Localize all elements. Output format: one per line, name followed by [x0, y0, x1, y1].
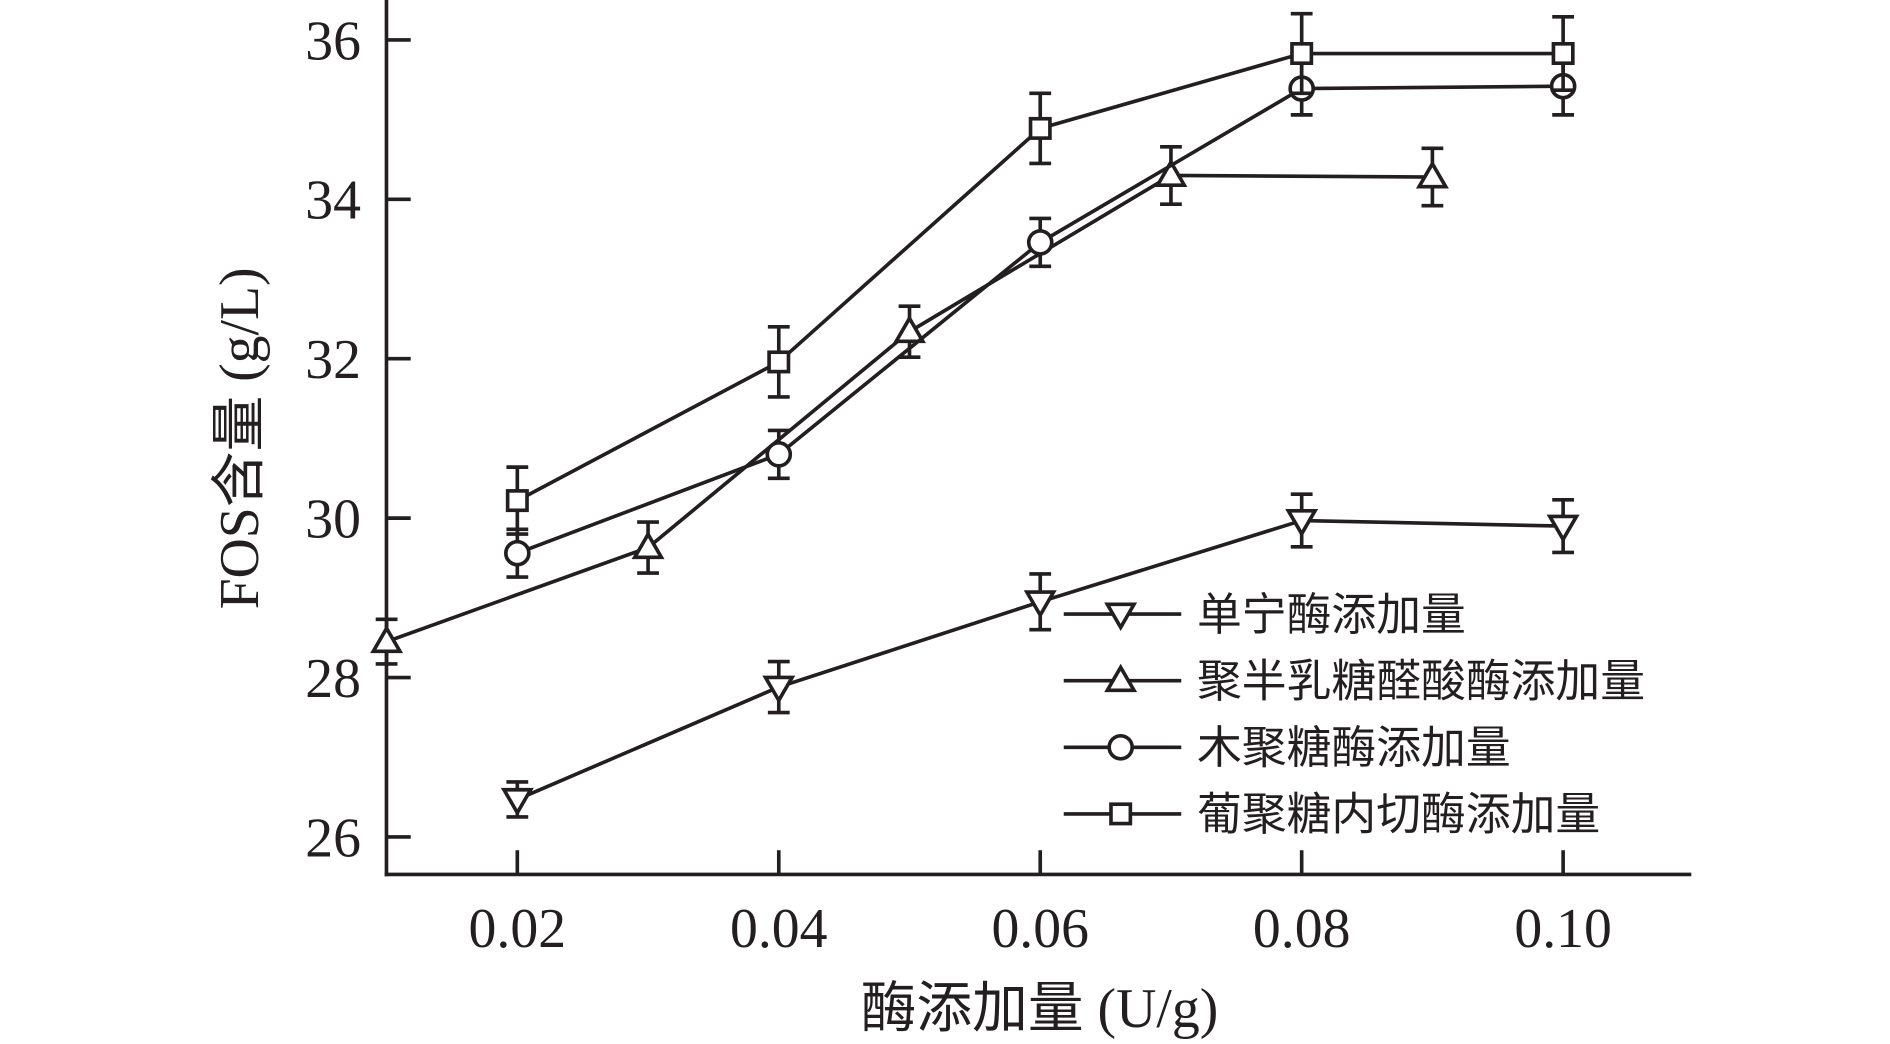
y-tick-label: 36 [305, 10, 361, 72]
legend-item: 木聚糖酶添加量 [1063, 723, 1511, 773]
series-square [505, 11, 1575, 536]
data-point [370, 624, 404, 654]
y-tick-label: 30 [305, 489, 361, 551]
data-point [762, 675, 796, 705]
y-tick-label: 26 [305, 807, 361, 869]
data-point [1028, 116, 1052, 140]
y-tick-label: 28 [305, 648, 361, 710]
data-point [1415, 160, 1449, 189]
y-axis-label: FOS含量 (g/L) [209, 267, 271, 609]
series-triangle-down [500, 492, 1580, 819]
y-tick-label: 32 [305, 329, 361, 391]
y-tick-label: 34 [305, 170, 361, 232]
x-tick-label: 0.02 [469, 898, 567, 960]
legend-label: 聚半乳糖醛酸酶添加量 [1197, 656, 1645, 706]
legend-label: 单宁酶添加量 [1197, 590, 1466, 640]
data-point [893, 314, 926, 344]
data-point [631, 530, 665, 560]
axes: 26 28 30 32 34 36 0.02 0.04 0.06 0.08 0.10 [305, 0, 1692, 960]
series-group [370, 11, 1580, 819]
data-point [1546, 514, 1580, 544]
data-point [500, 787, 534, 817]
legend-marker [1104, 663, 1138, 693]
data-point [1290, 42, 1314, 66]
x-tick-label: 0.06 [991, 898, 1089, 960]
data-point [767, 350, 791, 374]
series-triangle-up [370, 144, 1449, 666]
data-point [1285, 509, 1319, 538]
data-point [505, 489, 529, 513]
data-point [1551, 42, 1575, 66]
data-point [1154, 158, 1188, 187]
x-tick-label: 0.08 [1253, 898, 1351, 960]
data-point [504, 539, 531, 567]
legend-marker [1107, 733, 1134, 761]
legend-item: 聚半乳糖醛酸酶添加量 [1063, 656, 1645, 706]
legend-label: 葡聚糖内切酶添加量 [1197, 790, 1600, 840]
x-tick-label: 0.10 [1514, 898, 1612, 960]
legend-label: 木聚糖酶添加量 [1197, 723, 1511, 773]
x-axis-label: 酶添加量 (U/g) [861, 978, 1219, 1040]
data-point [765, 441, 793, 468]
legend-marker [1109, 802, 1133, 826]
data-point [1023, 590, 1057, 619]
legend-item: 葡聚糖内切酶添加量 [1063, 790, 1600, 840]
legend-item: 单宁酶添加量 [1063, 590, 1466, 640]
legend-marker [1104, 602, 1138, 631]
data-point [1026, 229, 1054, 256]
x-tick-label: 0.04 [730, 898, 828, 960]
